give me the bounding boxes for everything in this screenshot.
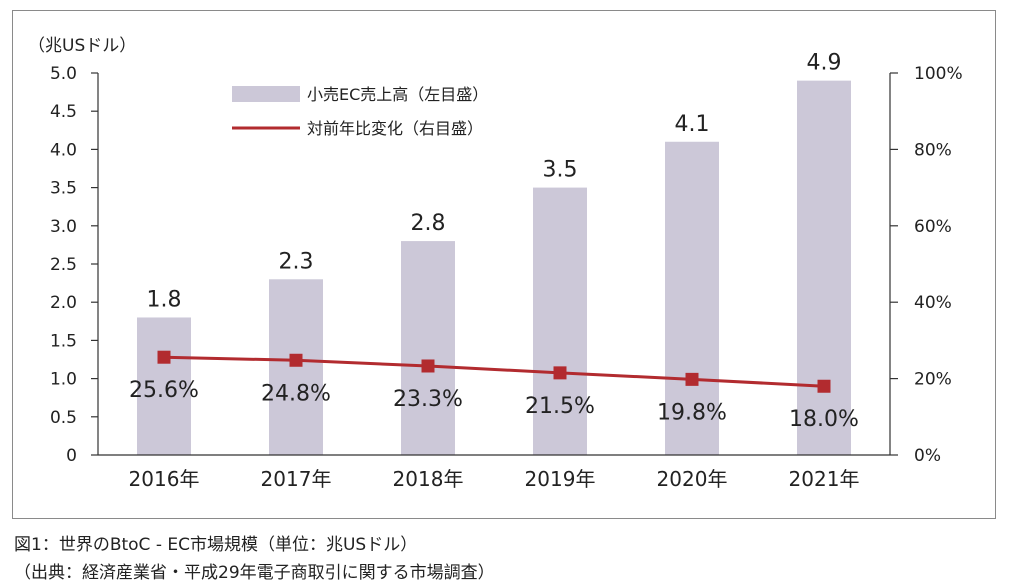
bar — [137, 317, 191, 455]
x-axis-tick-label: 2019年 — [525, 467, 596, 491]
series-marker — [817, 379, 831, 393]
bar — [533, 187, 587, 455]
bar-value-label: 4.9 — [807, 51, 842, 76]
right-axis-tick-label: 60% — [914, 217, 952, 237]
left-axis-tick-label: 3.5 — [50, 179, 77, 199]
bar-value-label: 2.3 — [279, 249, 314, 274]
right-axis-tick-label: 0% — [914, 446, 941, 466]
source-caption: （出典：経済産業省・平成29年電子商取引に関する市場調査） — [14, 563, 495, 583]
left-axis-tick-label: 0.5 — [50, 408, 77, 428]
line-value-label: 25.6% — [129, 378, 199, 403]
series-marker — [289, 353, 303, 367]
left-axis-tick-label: 4.5 — [50, 102, 77, 122]
bar — [665, 141, 719, 455]
series-marker — [157, 350, 171, 364]
left-axis-tick-label: 4.0 — [50, 140, 77, 160]
bar — [401, 241, 455, 455]
right-axis-tick-label: 40% — [914, 293, 952, 313]
left-axis-tick-label: 2.5 — [50, 255, 77, 275]
legend-bar-swatch — [232, 86, 300, 102]
bar-value-label: 2.8 — [411, 211, 446, 236]
left-axis-unit-label: （兆USドル） — [28, 36, 136, 56]
series-marker — [421, 359, 435, 373]
x-axis-tick-label: 2016年 — [129, 467, 200, 491]
series-marker — [685, 372, 699, 386]
line-value-label: 23.3% — [393, 387, 463, 412]
line-value-label: 19.8% — [657, 400, 727, 425]
chart-frame — [12, 10, 996, 519]
left-axis-tick-label: 2.0 — [50, 293, 77, 313]
x-axis-tick-label: 2018年 — [393, 467, 464, 491]
bar-value-label: 3.5 — [543, 158, 578, 183]
bar — [269, 279, 323, 455]
right-axis-tick-label: 20% — [914, 370, 952, 390]
left-axis-tick-label: 1.5 — [50, 331, 77, 351]
left-axis-tick-label: 0 — [66, 446, 77, 466]
legend-bar-label: 小売EC売上高（左目盛） — [307, 85, 488, 104]
left-axis-tick-label: 3.0 — [50, 217, 77, 237]
left-axis-tick-label: 5.0 — [50, 64, 77, 84]
right-axis-tick-label: 80% — [914, 140, 952, 160]
right-axis-tick-label: 100% — [914, 64, 963, 84]
line-value-label: 21.5% — [525, 394, 595, 419]
bar — [797, 80, 851, 455]
x-axis-tick-label: 2021年 — [789, 467, 860, 491]
legend-line-label: 対前年比変化（右目盛） — [307, 119, 483, 138]
x-axis-tick-label: 2020年 — [657, 467, 728, 491]
left-axis-tick-label: 1.0 — [50, 370, 77, 390]
bar-value-label: 4.1 — [675, 112, 710, 137]
series-line — [163, 355, 825, 388]
line-value-label: 24.8% — [261, 381, 331, 406]
series-marker — [553, 366, 567, 380]
x-axis-tick-label: 2017年 — [261, 467, 332, 491]
chart: 1.8 2.3 2.8 3.5 4.1 4.9 0 0.5 1.0 1.5 2.0 2.5 3.0 3.5… — [28, 36, 963, 491]
figure-caption: 図1：世界のBtoC - EC市場規模（単位：兆USドル） — [14, 535, 418, 555]
bar-value-label: 1.8 — [147, 287, 182, 312]
line-value-label: 18.0% — [789, 407, 859, 432]
